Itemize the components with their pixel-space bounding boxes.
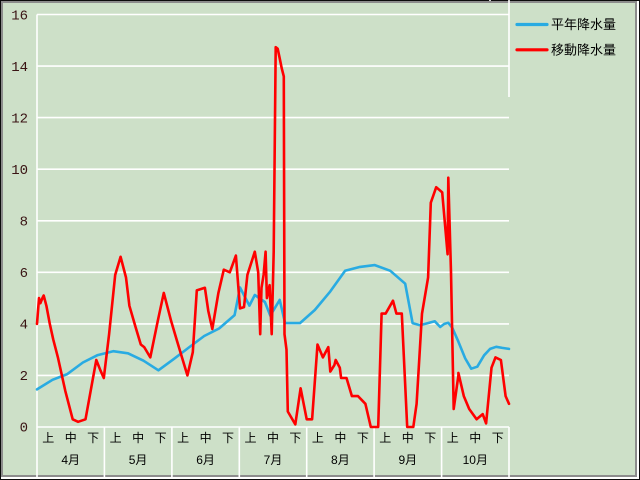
svg-text:12: 12 xyxy=(11,112,28,128)
svg-text:下: 下 xyxy=(357,431,369,445)
svg-text:中: 中 xyxy=(469,430,481,445)
svg-text:4: 4 xyxy=(20,318,28,334)
svg-text:8月: 8月 xyxy=(331,453,350,467)
svg-text:下: 下 xyxy=(222,431,234,445)
svg-text:0: 0 xyxy=(20,421,28,437)
svg-text:上: 上 xyxy=(244,431,256,445)
svg-text:6月: 6月 xyxy=(196,453,215,467)
svg-text:2: 2 xyxy=(20,369,28,385)
svg-text:16: 16 xyxy=(11,9,28,25)
svg-text:上: 上 xyxy=(447,431,459,445)
svg-text:上: 上 xyxy=(177,431,189,445)
svg-text:中: 中 xyxy=(402,430,414,445)
svg-text:下: 下 xyxy=(492,431,504,445)
svg-text:上: 上 xyxy=(110,431,122,445)
svg-text:9月: 9月 xyxy=(398,453,417,467)
svg-text:中: 中 xyxy=(132,430,144,445)
svg-text:中: 中 xyxy=(334,430,346,445)
svg-text:平年降水量: 平年降水量 xyxy=(551,17,616,32)
svg-text:下: 下 xyxy=(424,431,436,445)
svg-text:5月: 5月 xyxy=(129,453,148,467)
svg-text:下: 下 xyxy=(155,431,167,445)
svg-text:中: 中 xyxy=(200,430,212,445)
svg-text:中: 中 xyxy=(65,430,77,445)
svg-text:8: 8 xyxy=(20,215,28,231)
svg-text:中: 中 xyxy=(267,430,279,445)
svg-text:10月: 10月 xyxy=(463,453,488,467)
svg-text:4月: 4月 xyxy=(61,453,80,467)
svg-text:上: 上 xyxy=(42,431,54,445)
svg-text:6: 6 xyxy=(20,266,28,282)
svg-text:下: 下 xyxy=(87,431,99,445)
svg-text:7月: 7月 xyxy=(264,453,283,467)
svg-text:10: 10 xyxy=(11,163,28,179)
svg-text:14: 14 xyxy=(11,60,28,76)
svg-text:上: 上 xyxy=(379,431,391,445)
svg-text:移動降水量: 移動降水量 xyxy=(551,42,616,57)
svg-text:上: 上 xyxy=(312,431,324,445)
svg-text:下: 下 xyxy=(289,431,301,445)
